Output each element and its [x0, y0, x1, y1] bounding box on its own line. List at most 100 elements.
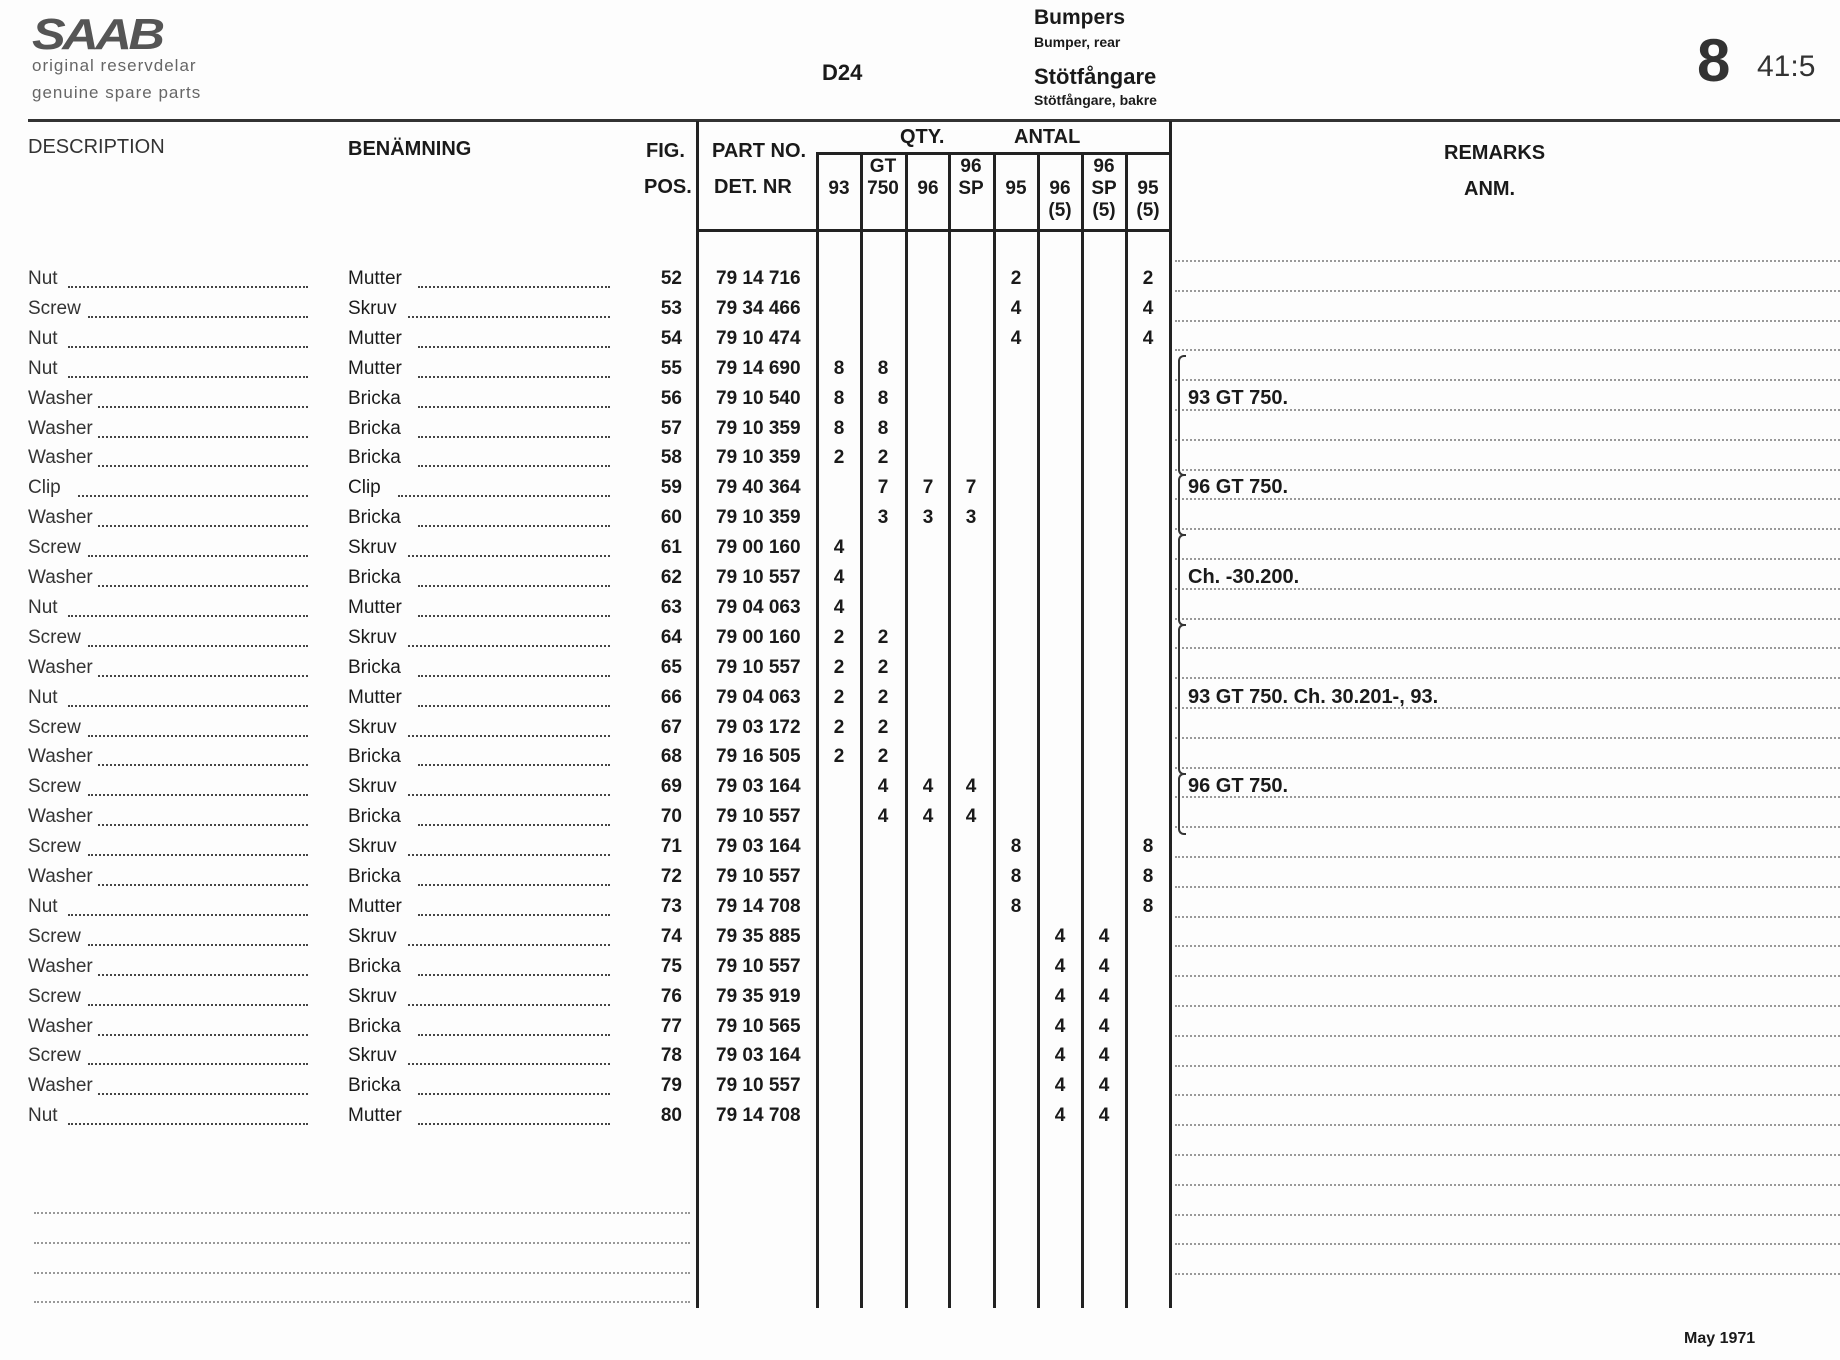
remark-line: [1175, 915, 1840, 918]
row-benamning: Bricka: [348, 806, 401, 828]
remark-line: [1175, 707, 1840, 709]
row-benamning: Bricka: [348, 656, 401, 678]
dot-leader: [68, 1123, 308, 1126]
row-part-number: 79 14 690: [716, 357, 801, 379]
row-quantity: 4: [1054, 1105, 1066, 1127]
dot-leader: [418, 824, 610, 827]
dot-leader: [418, 1093, 610, 1096]
row-quantity: 4: [1142, 297, 1154, 319]
row-fig-pos: 79: [660, 1075, 682, 1097]
remark-line: [1175, 438, 1840, 441]
row-fig-pos: 59: [660, 477, 682, 499]
row-quantity: 4: [1054, 1045, 1066, 1067]
print-date: May 1971: [1684, 1330, 1756, 1347]
dot-leader: [408, 854, 610, 857]
row-benamning: Bricka: [348, 866, 401, 887]
qty-col-sub: (5): [1048, 200, 1072, 221]
row-quantity: 4: [877, 806, 889, 828]
dot-leader: [88, 555, 308, 558]
row-description: Screw: [28, 1045, 81, 1067]
row-part-number: 79 04 063: [716, 686, 801, 708]
row-quantity: 4: [1010, 327, 1022, 349]
row-fig-pos: 53: [660, 297, 682, 319]
dot-leader: [88, 794, 308, 797]
row-part-number: 79 10 557: [716, 955, 801, 977]
remark-line: [1175, 975, 1840, 978]
row-fig-pos: 63: [660, 596, 682, 618]
qty-col-model: SP: [958, 178, 984, 199]
row-quantity: 4: [1054, 1015, 1066, 1037]
row-quantity: 8: [1142, 895, 1154, 917]
row-description: Nut: [28, 596, 58, 618]
dot-leader: [418, 704, 610, 707]
remark-text: 96 GT 750.: [1188, 775, 1289, 798]
remark-line: [1175, 647, 1840, 650]
blank-entry-line: [34, 1271, 690, 1274]
row-fig-pos: 57: [660, 417, 682, 439]
remark-line: [1175, 1124, 1840, 1127]
row-description: Nut: [28, 686, 58, 708]
row-quantity: 4: [1098, 1075, 1110, 1097]
qty-col-model: 96: [917, 178, 939, 199]
remark-line: [1175, 617, 1840, 620]
dot-leader: [408, 644, 610, 647]
row-quantity: 7: [922, 477, 934, 499]
remark-line: [1175, 736, 1840, 739]
header-rule: [28, 119, 1840, 122]
row-description: Washer: [28, 1075, 93, 1097]
blank-entry-line: [34, 1241, 690, 1244]
row-benamning: Mutter: [348, 895, 402, 917]
row-quantity: 2: [833, 447, 845, 469]
qty-col-top: 96: [960, 156, 982, 177]
qty-col-sub: (5): [1092, 200, 1116, 221]
row-quantity: 4: [1010, 297, 1022, 319]
header-bottom-rule: [696, 229, 1172, 232]
row-part-number: 79 00 160: [716, 537, 801, 559]
row-quantity: 2: [833, 656, 845, 678]
row-benamning: Mutter: [348, 357, 402, 379]
section-number: 8: [1697, 27, 1731, 94]
row-fig-pos: 72: [660, 866, 682, 887]
row-benamning: Bricka: [348, 1075, 401, 1097]
dot-leader: [418, 465, 610, 468]
row-fig-pos: 65: [660, 656, 682, 678]
dot-leader: [418, 375, 610, 378]
row-benamning: Bricka: [348, 417, 401, 439]
blank-entry-line: [34, 1212, 690, 1214]
remark-text: 93 GT 750. Ch. 30.201-, 93.: [1188, 685, 1439, 708]
row-description: Nut: [28, 327, 58, 349]
row-benamning: Bricka: [348, 567, 401, 588]
dot-leader: [88, 1003, 308, 1006]
row-quantity: 2: [877, 716, 889, 738]
dot-leader: [418, 1123, 610, 1126]
remark-line: [1175, 1154, 1840, 1156]
remark-line: [1175, 796, 1840, 799]
row-fig-pos: 52: [660, 268, 682, 289]
remark-bracket: [1178, 354, 1186, 477]
row-fig-pos: 64: [660, 626, 682, 648]
row-quantity: 4: [922, 776, 934, 798]
remark-line: [1175, 1005, 1840, 1007]
row-benamning: Mutter: [348, 268, 402, 289]
row-quantity: 2: [877, 746, 889, 768]
row-description: Screw: [28, 716, 81, 738]
row-description: Clip: [28, 477, 61, 499]
row-quantity: 3: [965, 507, 977, 529]
dot-leader: [408, 734, 610, 737]
remark-line: [1175, 856, 1840, 858]
row-quantity: 4: [922, 806, 934, 828]
qty-header-rule: [816, 152, 1172, 155]
remark-line: [1175, 468, 1840, 471]
row-benamning: Bricka: [348, 447, 401, 469]
row-description: Washer: [28, 447, 93, 469]
row-quantity: 4: [1098, 955, 1110, 977]
column-divider: [860, 153, 863, 1308]
row-quantity: 4: [1054, 955, 1066, 977]
row-description: Screw: [28, 297, 81, 319]
row-quantity: 4: [1098, 1105, 1110, 1127]
row-fig-pos: 71: [660, 836, 682, 858]
row-quantity: 4: [833, 537, 845, 559]
row-fig-pos: 60: [660, 507, 682, 529]
row-description: Washer: [28, 866, 93, 887]
